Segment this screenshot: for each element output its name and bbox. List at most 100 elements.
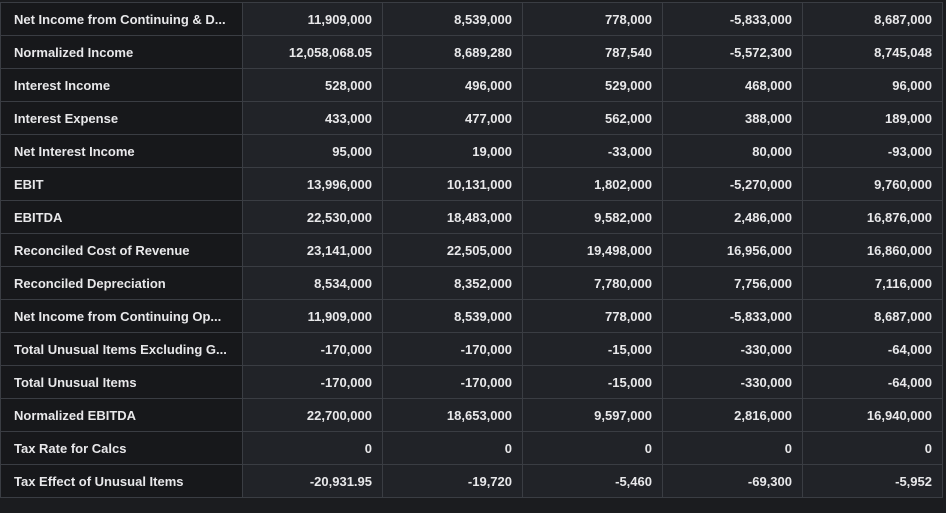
row-label: Total Unusual Items Excluding G... bbox=[0, 332, 243, 366]
value-cell: 8,689,280 bbox=[382, 35, 523, 69]
value-cell: 528,000 bbox=[242, 68, 383, 102]
table-body: Net Income from Continuing & D... 11,909,… bbox=[0, 2, 943, 498]
value-cell: 7,756,000 bbox=[662, 266, 803, 300]
value-cell: 8,687,000 bbox=[802, 2, 943, 36]
table-row: Interest Expense 433,000 477,000 562,000 388… bbox=[0, 101, 943, 135]
value-cell: -170,000 bbox=[242, 332, 383, 366]
value-cell: 9,597,000 bbox=[522, 398, 663, 432]
value-cell: 0 bbox=[802, 431, 943, 465]
value-cell: -5,270,000 bbox=[662, 167, 803, 201]
row-label: Normalized Income bbox=[0, 35, 243, 69]
table-row: Normalized EBITDA 22,700,000 18,653,000 9,5… bbox=[0, 398, 943, 432]
value-cell: 496,000 bbox=[382, 68, 523, 102]
value-cell: 19,498,000 bbox=[522, 233, 663, 267]
value-cell: 7,116,000 bbox=[802, 266, 943, 300]
value-cell: -170,000 bbox=[242, 365, 383, 399]
row-label: Interest Income bbox=[0, 68, 243, 102]
table-row: EBITDA 22,530,000 18,483,000 9,582,000 2,486… bbox=[0, 200, 943, 234]
value-cell: 19,000 bbox=[382, 134, 523, 168]
value-cell: 189,000 bbox=[802, 101, 943, 135]
value-cell: 2,816,000 bbox=[662, 398, 803, 432]
financials-table: Net Income from Continuing & D... 11,909,… bbox=[0, 2, 943, 498]
value-cell: 0 bbox=[242, 431, 383, 465]
value-cell: 18,653,000 bbox=[382, 398, 523, 432]
value-cell: -33,000 bbox=[522, 134, 663, 168]
value-cell: 8,687,000 bbox=[802, 299, 943, 333]
row-label: Normalized EBITDA bbox=[0, 398, 243, 432]
value-cell: -5,460 bbox=[522, 464, 663, 498]
row-label: Tax Rate for Calcs bbox=[0, 431, 243, 465]
value-cell: 22,530,000 bbox=[242, 200, 383, 234]
value-cell: -170,000 bbox=[382, 365, 523, 399]
value-cell: 96,000 bbox=[802, 68, 943, 102]
table-row: EBIT 13,996,000 10,131,000 1,802,000 -5,270,… bbox=[0, 167, 943, 201]
value-cell: -64,000 bbox=[802, 365, 943, 399]
value-cell: 11,909,000 bbox=[242, 299, 383, 333]
value-cell: 9,760,000 bbox=[802, 167, 943, 201]
value-cell: 8,539,000 bbox=[382, 299, 523, 333]
value-cell: 80,000 bbox=[662, 134, 803, 168]
row-label: Net Income from Continuing Op... bbox=[0, 299, 243, 333]
value-cell: 388,000 bbox=[662, 101, 803, 135]
value-cell: 562,000 bbox=[522, 101, 663, 135]
value-cell: -15,000 bbox=[522, 332, 663, 366]
value-cell: 778,000 bbox=[522, 299, 663, 333]
table-row: Tax Rate for Calcs 0 0 0 0 0 bbox=[0, 431, 943, 465]
value-cell: 1,802,000 bbox=[522, 167, 663, 201]
table-row: Interest Income 528,000 496,000 529,000 468,… bbox=[0, 68, 943, 102]
value-cell: 95,000 bbox=[242, 134, 383, 168]
row-label: Reconciled Depreciation bbox=[0, 266, 243, 300]
row-label: EBIT bbox=[0, 167, 243, 201]
value-cell: 0 bbox=[382, 431, 523, 465]
value-cell: -5,952 bbox=[802, 464, 943, 498]
value-cell: 10,131,000 bbox=[382, 167, 523, 201]
value-cell: 22,505,000 bbox=[382, 233, 523, 267]
value-cell: 8,539,000 bbox=[382, 2, 523, 36]
value-cell: 2,486,000 bbox=[662, 200, 803, 234]
table-row: Net Interest Income 95,000 19,000 -33,000 80… bbox=[0, 134, 943, 168]
value-cell: -20,931.95 bbox=[242, 464, 383, 498]
value-cell: 0 bbox=[522, 431, 663, 465]
value-cell: 8,534,000 bbox=[242, 266, 383, 300]
value-cell: 468,000 bbox=[662, 68, 803, 102]
value-cell: 7,780,000 bbox=[522, 266, 663, 300]
value-cell: 12,058,068.05 bbox=[242, 35, 383, 69]
row-label: Reconciled Cost of Revenue bbox=[0, 233, 243, 267]
table-row: Normalized Income 12,058,068.05 8,689,280 7… bbox=[0, 35, 943, 69]
row-label: Total Unusual Items bbox=[0, 365, 243, 399]
value-cell: -330,000 bbox=[662, 332, 803, 366]
value-cell: 16,940,000 bbox=[802, 398, 943, 432]
value-cell: 787,540 bbox=[522, 35, 663, 69]
row-label: EBITDA bbox=[0, 200, 243, 234]
value-cell: 13,996,000 bbox=[242, 167, 383, 201]
value-cell: -5,833,000 bbox=[662, 2, 803, 36]
table-row: Reconciled Depreciation 8,534,000 8,352,00… bbox=[0, 266, 943, 300]
row-label: Interest Expense bbox=[0, 101, 243, 135]
table-row: Net Income from Continuing & D... 11,909,… bbox=[0, 2, 943, 36]
table-row: Net Income from Continuing Op... 11,909,0… bbox=[0, 299, 943, 333]
value-cell: 22,700,000 bbox=[242, 398, 383, 432]
table-row: Reconciled Cost of Revenue 23,141,000 22,5… bbox=[0, 233, 943, 267]
value-cell: -5,833,000 bbox=[662, 299, 803, 333]
value-cell: -69,300 bbox=[662, 464, 803, 498]
value-cell: -19,720 bbox=[382, 464, 523, 498]
table-row: Tax Effect of Unusual Items -20,931.95 -19… bbox=[0, 464, 943, 498]
value-cell: 529,000 bbox=[522, 68, 663, 102]
value-cell: 9,582,000 bbox=[522, 200, 663, 234]
value-cell: 433,000 bbox=[242, 101, 383, 135]
row-label: Net Income from Continuing & D... bbox=[0, 2, 243, 36]
value-cell: 16,956,000 bbox=[662, 233, 803, 267]
table-row: Total Unusual Items Excluding G... -170,0… bbox=[0, 332, 943, 366]
value-cell: 18,483,000 bbox=[382, 200, 523, 234]
value-cell: -93,000 bbox=[802, 134, 943, 168]
value-cell: 778,000 bbox=[522, 2, 663, 36]
value-cell: -330,000 bbox=[662, 365, 803, 399]
table-row: Total Unusual Items -170,000 -170,000 -15,0… bbox=[0, 365, 943, 399]
row-label: Tax Effect of Unusual Items bbox=[0, 464, 243, 498]
value-cell: 8,745,048 bbox=[802, 35, 943, 69]
value-cell: 477,000 bbox=[382, 101, 523, 135]
value-cell: -64,000 bbox=[802, 332, 943, 366]
value-cell: 23,141,000 bbox=[242, 233, 383, 267]
value-cell: 8,352,000 bbox=[382, 266, 523, 300]
